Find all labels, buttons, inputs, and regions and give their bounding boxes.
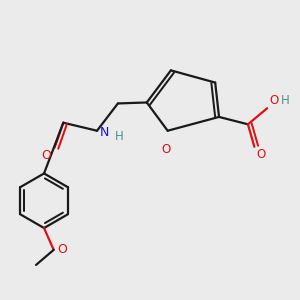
Text: O: O xyxy=(270,94,279,107)
Text: H: H xyxy=(115,130,123,143)
Text: N: N xyxy=(100,126,110,139)
Text: O: O xyxy=(57,243,67,256)
Text: O: O xyxy=(42,149,51,162)
Text: H: H xyxy=(281,94,290,107)
Text: O: O xyxy=(161,143,171,156)
Text: O: O xyxy=(256,148,265,161)
